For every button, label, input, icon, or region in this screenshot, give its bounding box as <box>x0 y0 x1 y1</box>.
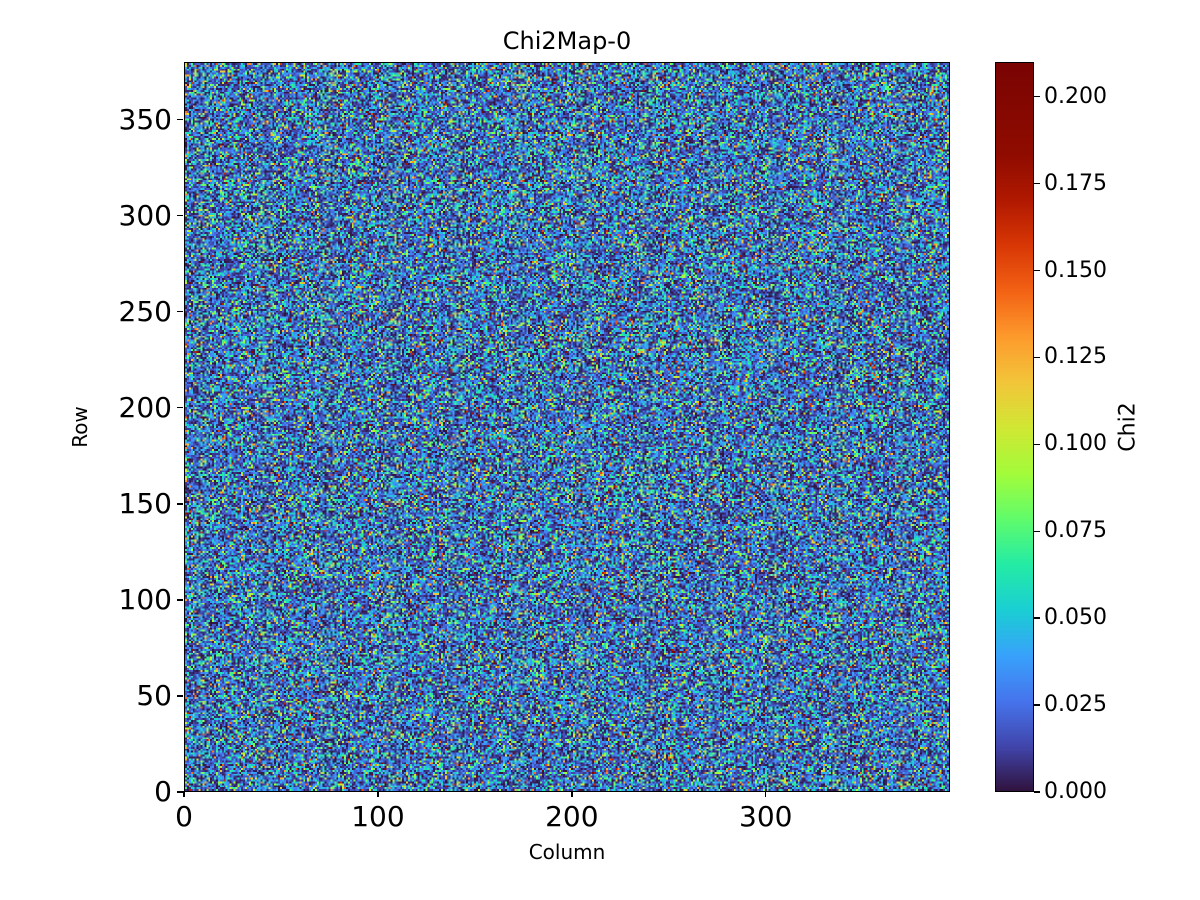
x-axis-label: Column <box>528 840 606 864</box>
x-tick-label: 0 <box>175 800 193 833</box>
colorbar-tick-mark <box>1034 617 1040 619</box>
colorbar-tick-mark <box>1034 356 1040 359</box>
y-tick-mark <box>177 407 183 409</box>
y-tick-label: 200 <box>118 390 172 424</box>
colorbar-tick-label: 0.125 <box>1044 344 1107 370</box>
colorbar-tick-mark <box>1034 530 1040 532</box>
y-tick-mark <box>177 791 183 793</box>
y-tick-label: 50 <box>136 678 172 712</box>
y-axis-label-text: Row <box>68 406 92 448</box>
colorbar-tick-mark <box>1034 269 1040 272</box>
colorbar-tick-label: 0.025 <box>1044 692 1107 718</box>
colorbar[interactable] <box>995 62 1034 792</box>
y-tick-label: 100 <box>118 582 172 616</box>
colorbar-tick-mark <box>1034 96 1040 98</box>
colorbar-tick-label: 0.200 <box>1044 83 1107 109</box>
colorbar-tick-mark <box>1034 182 1040 185</box>
colorbar-tick-mark <box>1034 791 1040 793</box>
colorbar-tick-mark <box>1034 704 1040 706</box>
colorbar-gradient <box>996 63 1033 791</box>
y-tick-mark <box>177 118 183 121</box>
y-tick-mark <box>177 214 183 217</box>
heatmap-image[interactable] <box>185 63 949 791</box>
y-tick-label: 300 <box>118 198 172 232</box>
colorbar-tick-label: 0.150 <box>1044 257 1107 283</box>
page-title: Chi2Map-0 <box>502 27 632 55</box>
y-tick-label: 0 <box>154 775 172 808</box>
heatmap-axes[interactable] <box>184 62 950 792</box>
y-tick-label: 250 <box>118 294 172 328</box>
y-tick-mark <box>177 311 183 313</box>
x-tick-label: 100 <box>351 800 405 833</box>
y-tick-label: 150 <box>118 486 172 520</box>
colorbar-tick-mark <box>1034 443 1040 446</box>
y-tick-mark <box>177 599 183 601</box>
y-tick-mark <box>177 503 183 505</box>
x-tick-mark <box>765 791 767 797</box>
colorbar-label-text: Chi2 <box>1115 402 1141 452</box>
colorbar-tick-label: 0.000 <box>1044 779 1107 804</box>
x-tick-label: 300 <box>739 800 793 833</box>
colorbar-tick-label: 0.100 <box>1044 431 1107 457</box>
x-tick-label: 200 <box>545 800 599 833</box>
x-tick-mark <box>571 791 573 797</box>
y-tick-label: 350 <box>118 102 172 136</box>
colorbar-tick-label: 0.075 <box>1044 518 1107 544</box>
x-tick-mark <box>377 791 379 797</box>
colorbar-tick-label: 0.050 <box>1044 605 1107 631</box>
x-tick-mark <box>183 791 185 797</box>
colorbar-tick-label: 0.175 <box>1044 170 1107 196</box>
y-tick-mark <box>177 695 183 697</box>
